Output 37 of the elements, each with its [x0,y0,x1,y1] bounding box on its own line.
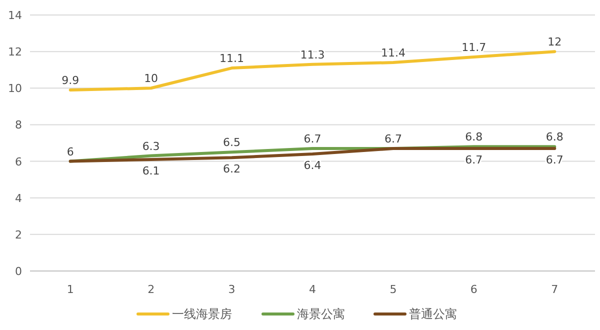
data-label: 11.1 [220,52,244,66]
y-tick-label: 8 [15,118,22,132]
y-tick-label: 10 [8,82,22,96]
data-label: 6.5 [223,136,241,150]
data-label: 6.7 [465,153,483,166]
y-tick-label: 4 [15,192,22,205]
x-tick-label: 3 [228,283,236,296]
data-label: 6.2 [223,162,241,176]
data-label: 9.9 [62,74,80,87]
data-label: 6.8 [465,130,483,144]
legend-label: 海景公寓 [297,307,345,321]
data-label: 10 [144,72,158,86]
data-label: 6.7 [304,132,322,146]
data-label: 6.7 [384,132,402,146]
y-tick-label: 2 [15,228,22,242]
data-label: 12 [548,36,562,49]
x-tick-label: 4 [309,283,316,296]
x-tick-label: 7 [551,283,558,296]
data-label: 6.7 [546,153,564,166]
y-tick-label: 0 [15,265,22,278]
data-label: 11.7 [462,41,486,54]
x-tick-label: 5 [390,283,397,296]
legend-label: 一线海景房 [172,307,232,321]
y-tick-label: 14 [8,9,22,22]
y-tick-label: 6 [15,155,22,168]
y-tick-label: 12 [8,46,22,59]
x-tick-label: 6 [470,283,478,296]
x-tick-label: 1 [66,283,74,296]
data-label: 11.4 [380,46,406,60]
data-label: 6.4 [304,158,322,172]
data-label: 6.3 [142,140,160,153]
x-tick-label: 2 [148,283,155,296]
data-label: 6.1 [142,164,160,178]
data-label: 11.3 [300,48,325,62]
data-label: 6 [66,145,74,158]
data-label: 6.8 [546,130,564,144]
legend-label: 普通公寓 [409,307,457,321]
